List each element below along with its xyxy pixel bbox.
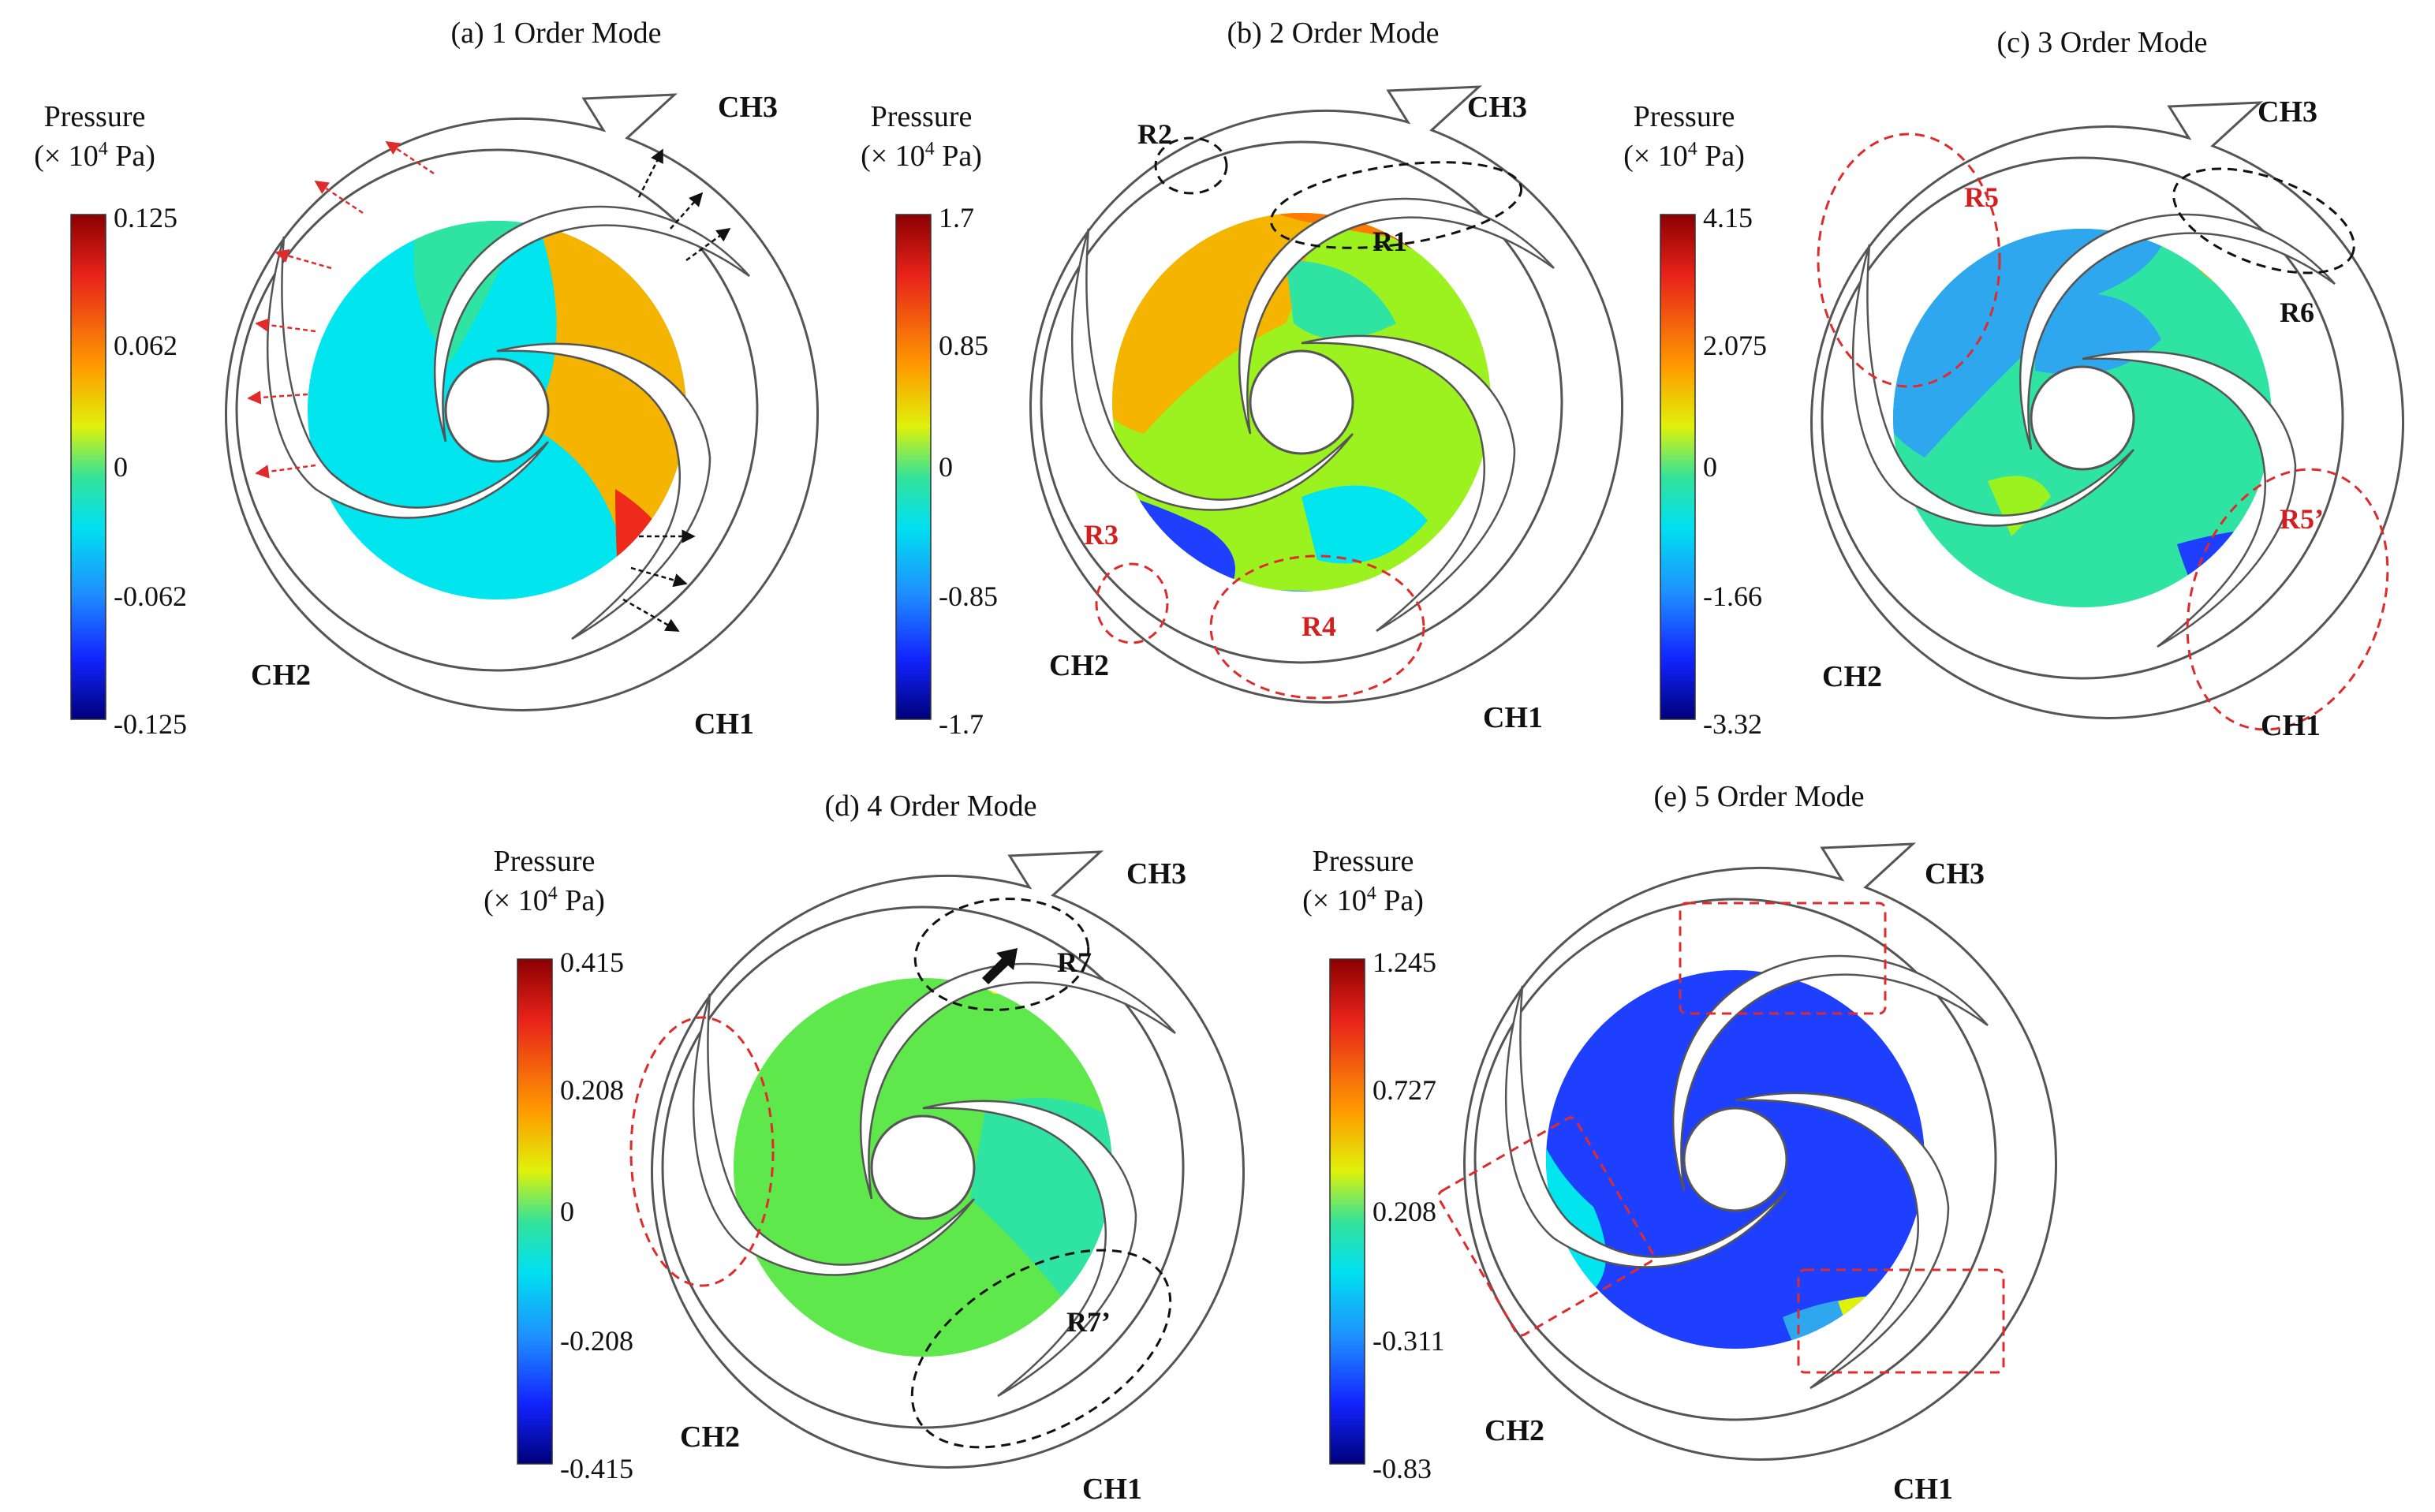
panel-c-title: (c) 3 Order Mode — [1997, 26, 2208, 59]
legend-b-units: (× 104 Pa) — [861, 139, 982, 173]
legend-e-units: (× 104 Pa) — [1302, 883, 1424, 917]
panel-a-title: (a) 1 Order Mode — [451, 17, 662, 50]
tick-c-2: 0 — [1703, 451, 1717, 483]
region-r7p: R7’ — [1066, 1306, 1111, 1338]
colorbar-e — [1329, 958, 1365, 1465]
tick-a-0: 0.125 — [114, 202, 177, 233]
tick-d-0: 0.415 — [560, 946, 624, 978]
panel-d: (d) 4 Order Mode Pressure (× 104 Pa) 0.4… — [484, 790, 1246, 1506]
legend-a-units: (× 104 Pa) — [34, 139, 155, 173]
region-r1: R1 — [1372, 226, 1407, 257]
legend-b: Pressure (× 104 Pa) 1.7 0.85 0 -0.85 -1.… — [861, 100, 998, 740]
panel-c: (c) 3 Order Mode Pressure (× 104 Pa) 4.1… — [1623, 26, 2405, 742]
tick-b-3: -0.85 — [939, 581, 998, 612]
tick-a-4: -0.125 — [114, 708, 187, 740]
panel-b-title: (b) 2 Order Mode — [1227, 17, 1439, 50]
tick-a-2: 0 — [114, 451, 128, 483]
tick-a-3: -0.062 — [114, 581, 187, 612]
legend-a-title: Pressure — [44, 100, 146, 133]
label-c-ch1: CH1 — [2261, 709, 2321, 742]
label-a-ch3: CH3 — [718, 91, 778, 124]
label-d-ch1: CH1 — [1082, 1473, 1142, 1506]
legend-d: Pressure (× 104 Pa) 0.415 0.208 0 -0.208… — [484, 845, 633, 1484]
panel-b: (b) 2 Order Mode Pressure (× 104 Pa) 1.7… — [861, 17, 1624, 740]
panel-e: (e) 5 Order Mode Pressure (× 104 Pa) 1.2… — [1302, 780, 2058, 1506]
label-b-ch2: CH2 — [1049, 649, 1109, 682]
tick-e-2: 0.208 — [1372, 1196, 1436, 1227]
pump-a — [225, 93, 820, 711]
region-r3: R3 — [1084, 519, 1119, 551]
colorbar-d — [517, 958, 553, 1465]
tick-d-1: 0.208 — [560, 1074, 624, 1106]
panel-e-title: (e) 5 Order Mode — [1654, 780, 1865, 813]
pump-b — [1029, 85, 1624, 704]
tick-a-1: 0.062 — [114, 330, 177, 361]
region-r5p: R5’ — [2280, 503, 2324, 535]
region-r4: R4 — [1302, 610, 1336, 642]
tick-d-2: 0 — [560, 1196, 574, 1227]
label-e-ch2: CH2 — [1485, 1414, 1544, 1447]
legend-a: Pressure (× 104 Pa) 0.125 0.062 0 -0.062… — [34, 100, 187, 740]
region-r2: R2 — [1137, 118, 1172, 150]
tick-e-4: -0.83 — [1372, 1453, 1432, 1484]
pump-c — [1810, 101, 2405, 731]
label-e-ch1: CH1 — [1893, 1473, 1953, 1506]
legend-b-title: Pressure — [871, 100, 973, 133]
label-b-ch3: CH3 — [1467, 91, 1527, 124]
label-d-ch2: CH2 — [680, 1421, 740, 1454]
label-a-ch1: CH1 — [694, 707, 754, 741]
legend-e-title: Pressure — [1313, 845, 1414, 878]
region-r5: R5 — [1964, 181, 1999, 213]
pump-e — [1437, 842, 2058, 1461]
legend-c: Pressure (× 104 Pa) 4.15 2.075 0 -1.66 -… — [1623, 100, 1767, 740]
label-a-ch2: CH2 — [251, 659, 311, 692]
tick-b-4: -1.7 — [939, 708, 984, 740]
tick-e-3: -0.311 — [1372, 1325, 1445, 1357]
tick-e-0: 1.245 — [1372, 946, 1436, 978]
panel-a: (a) 1 Order Mode Pressure (× 104 Pa) 0.1… — [34, 17, 820, 741]
tick-c-0: 4.15 — [1703, 202, 1753, 233]
tick-c-4: -3.32 — [1703, 708, 1762, 740]
legend-d-title: Pressure — [494, 845, 596, 878]
tick-e-1: 0.727 — [1372, 1074, 1436, 1106]
colorbar-a — [70, 214, 106, 720]
legend-c-units: (× 104 Pa) — [1623, 139, 1745, 173]
colorbar-c — [1660, 214, 1696, 720]
tick-c-1: 2.075 — [1703, 330, 1767, 361]
volute-a — [225, 93, 820, 711]
region-r7: R7 — [1057, 946, 1092, 978]
label-c-ch3: CH3 — [2258, 95, 2317, 129]
tick-d-4: -0.415 — [560, 1453, 633, 1484]
panel-d-title: (d) 4 Order Mode — [824, 790, 1036, 823]
tick-b-2: 0 — [939, 451, 953, 483]
pump-d — [629, 850, 1246, 1469]
tick-b-0: 1.7 — [939, 202, 974, 233]
tick-d-3: -0.208 — [560, 1325, 633, 1357]
tick-c-3: -1.66 — [1703, 581, 1762, 612]
label-d-ch3: CH3 — [1126, 857, 1186, 890]
region-r6: R6 — [2280, 297, 2314, 328]
legend-e: Pressure (× 104 Pa) 1.245 0.727 0.208 -0… — [1302, 845, 1445, 1484]
colorbar-b — [895, 214, 932, 720]
legend-d-units: (× 104 Pa) — [484, 883, 605, 917]
tick-b-1: 0.85 — [939, 330, 988, 361]
legend-c-title: Pressure — [1634, 100, 1735, 133]
label-c-ch2: CH2 — [1822, 660, 1882, 693]
label-b-ch1: CH1 — [1483, 701, 1543, 734]
label-e-ch3: CH3 — [1925, 857, 1985, 890]
